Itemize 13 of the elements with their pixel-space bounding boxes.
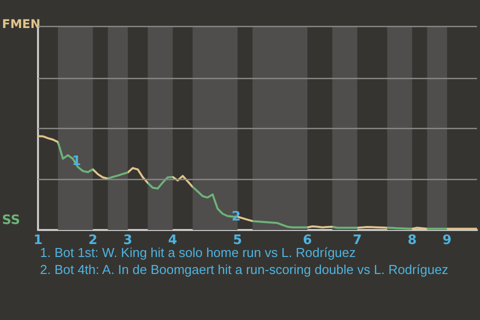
x-tick-label: 4 bbox=[168, 233, 178, 248]
x-tick-label: 9 bbox=[442, 233, 452, 248]
text: 1. Bot 1st: W. King hit a solo home run vs L. Rodríguez bbox=[40, 245, 356, 260]
x-tick-label: 5 bbox=[233, 233, 242, 248]
x-tick-label: 1 bbox=[33, 233, 43, 248]
x-tick-label: 8 bbox=[408, 233, 417, 248]
x-tick-label: 3 bbox=[123, 233, 132, 248]
x-tick-label: 2 bbox=[88, 233, 98, 248]
text: FMEN bbox=[2, 17, 40, 31]
text: 2. Bot 4th: A. In de Boomgaert hit a run-scoring double vs L. Rodríguez bbox=[40, 262, 448, 277]
x-tick-label: 7 bbox=[352, 233, 362, 248]
x-tick-label: 6 bbox=[302, 233, 312, 248]
text: SS bbox=[2, 213, 20, 228]
